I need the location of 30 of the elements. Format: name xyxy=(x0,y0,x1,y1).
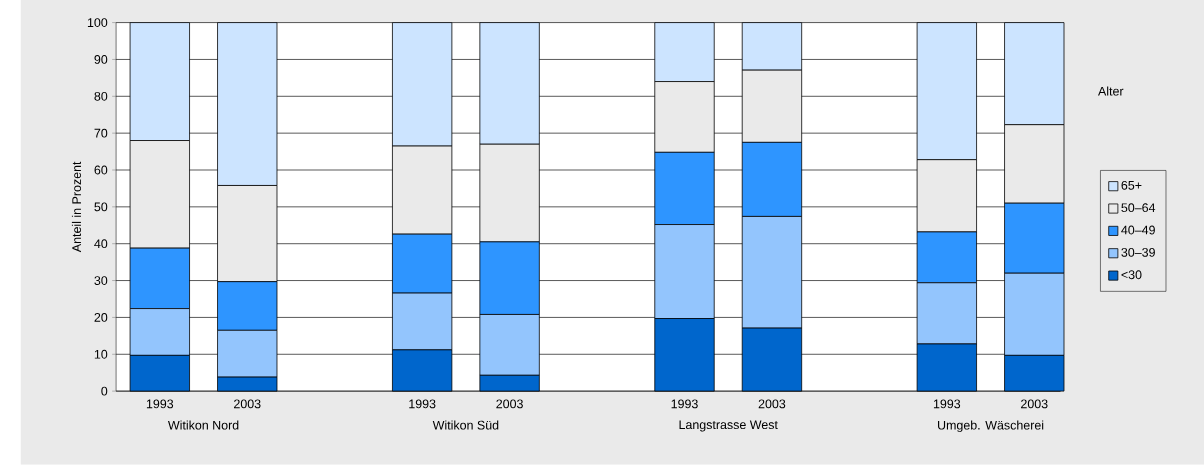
x-tick-label: 1993 xyxy=(146,399,174,409)
legend-label: <30 xyxy=(1121,270,1142,280)
y-tick-label: 80 xyxy=(94,91,108,101)
y-tick-label: 100 xyxy=(87,18,108,28)
y-tick-label: 10 xyxy=(94,349,108,359)
x-tick-label: 1993 xyxy=(933,399,961,409)
legend-label: 30–39 xyxy=(1121,248,1155,257)
text: Witikon Nord xyxy=(167,420,239,430)
y-tick-label: 40 xyxy=(94,239,108,249)
legend-label: 65+ xyxy=(1121,180,1142,190)
y-tick-label: 50 xyxy=(94,202,108,212)
x-tick-label: 2003 xyxy=(1021,399,1048,409)
y-tick-label: 60 xyxy=(94,165,108,175)
legend-label: 50–64 xyxy=(1121,203,1156,213)
text: Umgeb. Wäscherei xyxy=(938,420,1044,433)
x-tick-label: 1993 xyxy=(409,399,436,409)
text: Witikon Süd xyxy=(432,420,499,430)
x-tick-label: 1993 xyxy=(671,399,698,409)
y-tick-label: 0 xyxy=(101,386,108,396)
y-axis-title: Anteil in Prozent xyxy=(71,161,82,253)
y-tick-label: 20 xyxy=(94,313,108,322)
x-tick-label: 2003 xyxy=(496,399,523,409)
x-tick-label: 2003 xyxy=(758,399,786,409)
y-tick-label: 90 xyxy=(94,55,108,64)
text: Langstrasse West xyxy=(679,420,778,432)
y-tick-label: 30 xyxy=(94,276,108,286)
legend-label: 40–49 xyxy=(1121,225,1155,235)
x-tick-label: 2003 xyxy=(234,399,261,409)
legend-title: Alter xyxy=(1098,86,1124,96)
y-tick-label: 70 xyxy=(94,128,108,138)
